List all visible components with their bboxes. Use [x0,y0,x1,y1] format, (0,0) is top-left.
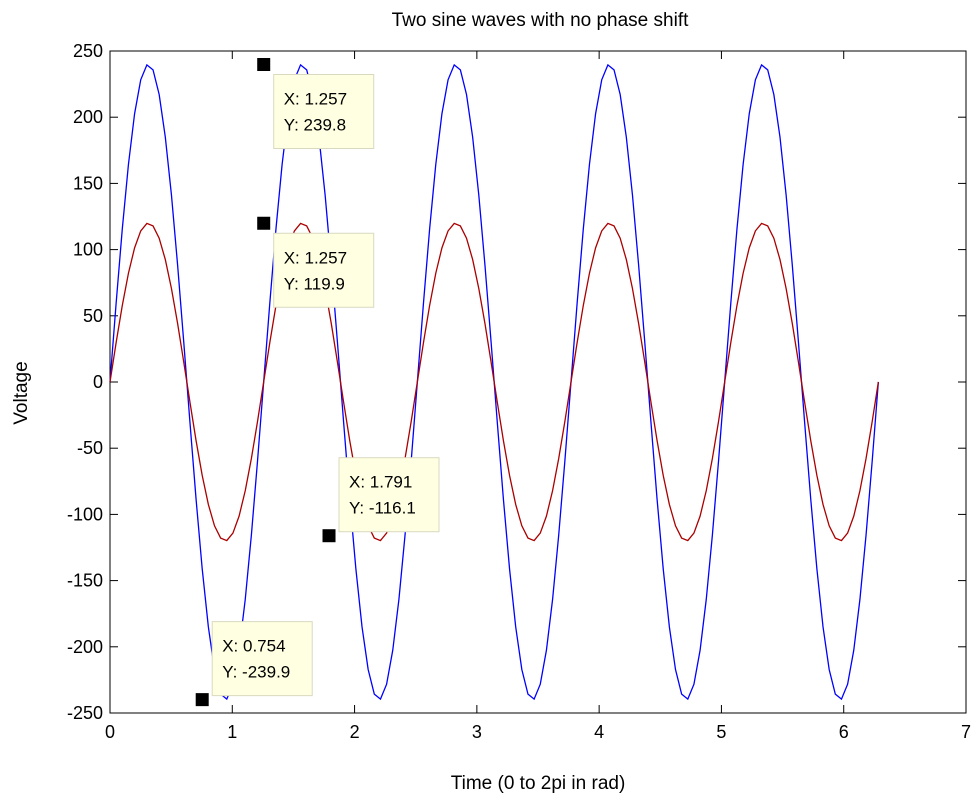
datatip[interactable]: X: 0.754 Y: -239.9 [195,622,312,707]
x-tick-label: 4 [594,722,604,742]
datatip-x-text: X: 1.257 [284,248,347,267]
datatip-marker[interactable] [195,693,209,707]
datatip-box [212,622,312,696]
datatip-x-text: X: 1.257 [284,90,347,109]
y-tick-label: 200 [73,107,103,127]
x-tick-label: 2 [350,722,360,742]
y-tick-label: -150 [67,571,103,591]
datatip-marker[interactable] [322,529,336,543]
y-tick-label: -200 [67,637,103,657]
datatip-marker[interactable] [257,58,271,72]
x-tick-label: 0 [105,722,115,742]
datatip-box [274,233,374,307]
y-tick-label: -250 [67,703,103,723]
datatip-y-text: Y: -116.1 [349,499,416,518]
x-tick-label: 5 [716,722,726,742]
x-tick-label: 1 [227,722,237,742]
x-tick-label: 6 [839,722,849,742]
y-tick-label: 100 [73,240,103,260]
y-tick-label: -100 [67,504,103,524]
chart-title: Two sine waves with no phase shift [392,10,689,31]
datatip[interactable]: X: 1.791 Y: -116.1 [322,458,439,543]
y-tick-label: 0 [93,372,103,392]
datatip-y-text: Y: 239.8 [284,116,346,135]
y-tick-label: 150 [73,173,103,193]
datatip-box [274,75,374,149]
datatip-y-text: Y: 119.9 [284,274,345,293]
plot-area [110,51,966,713]
x-axis-label: Time (0 to 2pi in rad) [451,773,626,794]
y-axis-label: Voltage [11,361,32,424]
datatip-marker[interactable] [257,216,271,230]
datatip-x-text: X: 0.754 [222,637,285,656]
x-tick-label: 7 [961,722,971,742]
y-tick-label: -50 [77,438,103,458]
y-tick-label: 250 [73,41,103,61]
datatip-box [339,458,439,532]
datatip-y-text: Y: -239.9 [222,663,290,682]
y-tick-label: 50 [83,306,103,326]
datatip-x-text: X: 1.791 [349,473,412,492]
x-tick-label: 3 [472,722,482,742]
